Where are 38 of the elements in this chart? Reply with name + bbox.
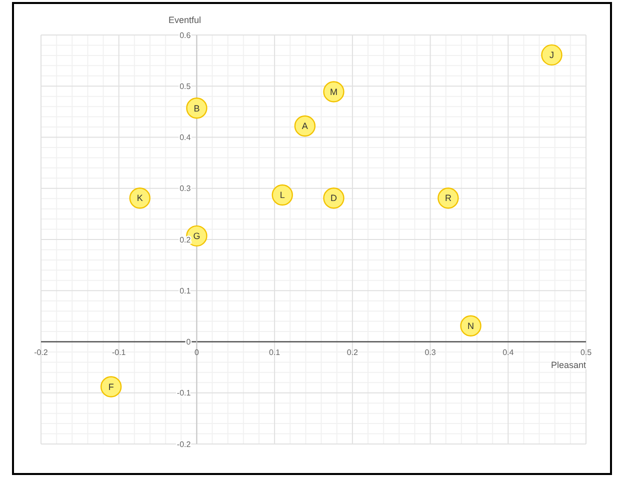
x-tick-label: 0.2 — [346, 348, 359, 357]
x-tick-label: 0.3 — [424, 348, 436, 357]
point — [100, 376, 122, 398]
point — [541, 44, 562, 66]
x-tick-label: 0.4 — [502, 348, 514, 357]
point — [460, 315, 482, 336]
x-axis-title: Pleasant — [550, 360, 586, 370]
y-tick-label: -0.2 — [176, 440, 192, 449]
x-tick-label: 0.1 — [269, 348, 281, 357]
y-tick-label: 0.3 — [180, 184, 192, 194]
point — [323, 188, 344, 209]
y-tick-label: -0.1 — [176, 388, 192, 398]
point — [272, 184, 293, 206]
point — [129, 188, 150, 209]
y-tick-label: 0.4 — [180, 133, 192, 142]
data-label: G — [193, 231, 200, 242]
x-tick-label: 0.5 — [580, 348, 592, 357]
x-tick-label: -0.1 — [112, 348, 126, 357]
y-tick-label: 0.1 — [180, 286, 192, 296]
point — [323, 81, 344, 102]
point — [438, 188, 459, 209]
x-tick-label: -0.2 — [34, 348, 48, 357]
x-tick-label: 0 — [194, 348, 200, 357]
data-label: K — [136, 193, 143, 204]
data-label: R — [444, 193, 452, 204]
data-label: N — [468, 321, 474, 332]
data-label: J — [549, 50, 554, 60]
y-tick-label: 0.6 — [180, 30, 192, 40]
data-label: D — [330, 193, 338, 204]
data-label: F — [108, 382, 114, 392]
point — [294, 115, 316, 137]
data-label: M — [330, 86, 338, 97]
data-label: A — [302, 121, 308, 132]
y-tick-label: 0.5 — [180, 82, 192, 91]
point — [186, 98, 208, 119]
data-label: B — [194, 103, 200, 114]
data-label: L — [280, 190, 285, 200]
y-axis-title: Eventful — [168, 15, 201, 25]
